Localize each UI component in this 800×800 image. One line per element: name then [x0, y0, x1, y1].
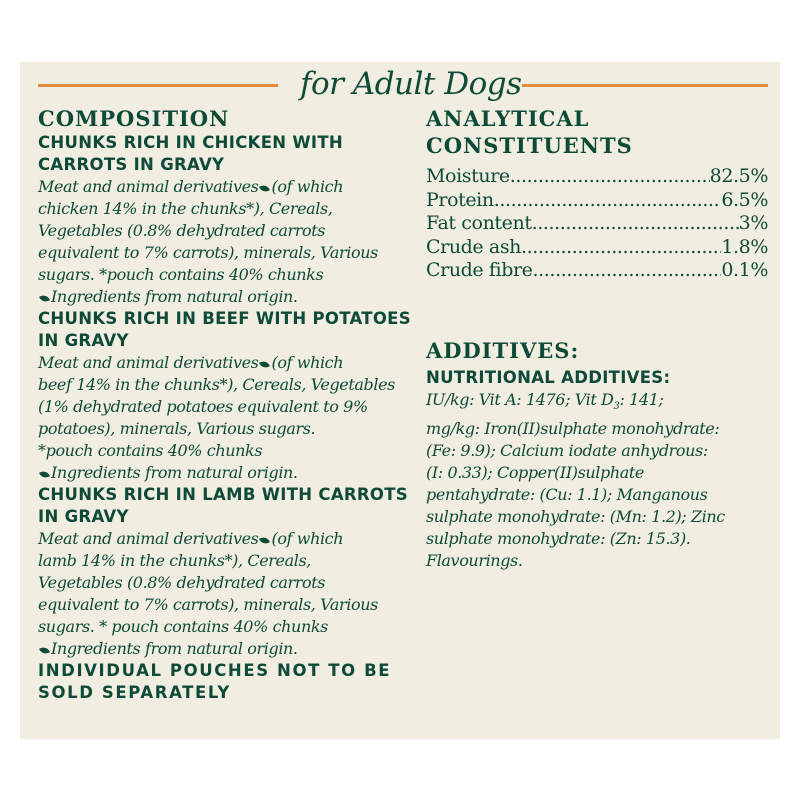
- constituent-label: Crude fibre: [426, 259, 533, 281]
- analytical-heading-line: CONSTITUENTS: [426, 133, 633, 158]
- dot-leader: [510, 165, 710, 189]
- product-block: CHUNKS RICH IN BEEF WITH POTATOES IN GRAV…: [38, 308, 411, 484]
- ingredients-line: lamb 14% in the chunks*), Cereals,: [38, 551, 311, 570]
- ingredients-line: potatoes), minerals, Various sugars.: [38, 419, 316, 438]
- ingredients-line: equivalent to 7% carrots), minerals, Var…: [38, 243, 378, 262]
- leaf-icon: [259, 535, 271, 546]
- dot-leader: [532, 212, 739, 236]
- dot-leader: [494, 189, 722, 213]
- constituent-row: Crude ash 1.8%: [426, 236, 768, 260]
- leaf-icon: [259, 359, 271, 370]
- ingredients-line: sugars. *pouch contains 40% chunks: [38, 265, 324, 284]
- constituent-label: Crude ash: [426, 235, 522, 258]
- leaf-icon: [39, 645, 50, 656]
- ingredients-line: Meat and animal derivatives (of which: [38, 528, 411, 550]
- product-title-line: CHUNKS RICH IN LAMB WITH CARROTS: [38, 485, 408, 504]
- nutritional-additives-heading: NUTRITIONAL ADDITIVES:: [426, 368, 671, 387]
- constituent-row: Protein 6.5%: [426, 189, 768, 213]
- constituent-value: 6.5%: [721, 188, 768, 211]
- notice-line: INDIVIDUAL POUCHES NOT TO BE: [38, 661, 392, 680]
- additives-line: IU/kg: Vit A: 1476; Vit D3: 141;: [426, 389, 725, 418]
- product-block: CHUNKS RICH IN LAMB WITH CARROTS IN GRAVY…: [38, 484, 411, 660]
- product-title-line: IN GRAVY: [38, 507, 129, 526]
- additives-heading: ADDITIVES:: [426, 338, 580, 363]
- constituent-label: Protein: [426, 188, 494, 211]
- constituent-value: 3%: [738, 212, 769, 234]
- additives-section: ADDITIVES: NUTRITIONAL ADDITIVES: IU/kg:…: [426, 337, 725, 572]
- dot-leader: [521, 236, 721, 260]
- constituent-row: Fat content 3%: [426, 212, 768, 236]
- divider-left: [38, 84, 278, 87]
- divider-right: [522, 84, 768, 87]
- constituent-value: 82.5%: [709, 165, 769, 187]
- ingredients-line: chicken 14% in the chunks*), Cereals,: [38, 199, 333, 218]
- product-title-line: CHUNKS RICH IN CHICKEN WITH: [38, 133, 344, 152]
- composition-section: COMPOSITION CHUNKS RICH IN CHICKEN WITH C…: [38, 105, 411, 704]
- additives-line: mg/kg: Iron(II)sulphate monohydrate:: [426, 419, 720, 439]
- composition-heading: COMPOSITION: [38, 106, 230, 131]
- text: IU/kg: Vit A: 1476; Vit D: [426, 390, 614, 409]
- ingredients-line: equivalent to 7% carrots), minerals, Var…: [38, 595, 378, 614]
- additives-line: sulphate monohydrate: (Zn: 15.3).: [426, 529, 691, 549]
- natural-origin-note: Ingredients from natural origin.: [38, 638, 411, 660]
- product-title-line: CARROTS IN GRAVY: [38, 155, 225, 174]
- additives-line: (I: 0.33); Copper(II)sulphate: [426, 463, 645, 483]
- analytical-heading-line: ANALYTICAL: [426, 106, 590, 131]
- leaf-icon: [259, 183, 271, 194]
- text: Ingredients from natural origin.: [51, 463, 298, 482]
- text: Ingredients from natural origin.: [51, 287, 298, 306]
- ingredients-line: (1% dehydrated potatoes equivalent to 9%: [38, 397, 368, 416]
- ingredients-line: Vegetables (0.8% dehydrated carrots: [38, 221, 326, 240]
- constituent-value: 0.1%: [721, 259, 768, 281]
- text: Meat and animal derivatives: [38, 529, 259, 548]
- constituent-row: Crude fibre 0.1%: [426, 259, 768, 283]
- ingredients-line: *pouch contains 40% chunks: [38, 441, 263, 460]
- additives-line: pentahydrate: (Cu: 1.1); Manganous: [426, 485, 708, 505]
- natural-origin-note: Ingredients from natural origin.: [38, 286, 411, 308]
- text: Ingredients from natural origin.: [51, 639, 298, 658]
- text: (of which: [271, 353, 344, 372]
- text: : 141;: [619, 390, 664, 409]
- additives-line: (Fe: 9.9); Calcium iodate anhydrous:: [426, 441, 708, 461]
- subscript: 3: [613, 401, 620, 413]
- ingredients-line: Vegetables (0.8% dehydrated carrots: [38, 573, 326, 592]
- constituent-value: 1.8%: [721, 235, 768, 258]
- text: Meat and animal derivatives: [38, 177, 259, 196]
- pouches-notice: INDIVIDUAL POUCHES NOT TO BE SOLD SEPARA…: [38, 660, 411, 704]
- product-title-line: IN GRAVY: [38, 331, 129, 350]
- notice-line: SOLD SEPARATELY: [38, 683, 231, 702]
- natural-origin-note: Ingredients from natural origin.: [38, 462, 411, 484]
- product-block: CHUNKS RICH IN CHICKEN WITH CARROTS IN GR…: [38, 132, 411, 308]
- ingredients-line: beef 14% in the chunks*), Cereals, Veget…: [38, 375, 395, 394]
- ingredients-line: Meat and animal derivatives (of which: [38, 352, 411, 374]
- constituent-row: Moisture 82.5%: [426, 165, 768, 189]
- constituent-label: Moisture: [426, 165, 510, 187]
- constituent-label: Fat content: [426, 212, 532, 234]
- page-title: for Adult Dogs: [300, 66, 522, 102]
- ingredients-line: Meat and animal derivatives (of which: [38, 176, 411, 198]
- additives-line: sulphate monohydrate: (Mn: 1.2); Zinc: [426, 507, 725, 527]
- dot-leader: [533, 259, 722, 283]
- leaf-icon: [39, 469, 50, 480]
- ingredients-line: sugars. * pouch contains 40% chunks: [38, 617, 328, 636]
- text: Meat and animal derivatives: [38, 353, 259, 372]
- additives-line: Flavourings.: [426, 551, 523, 571]
- text: (of which: [271, 177, 344, 196]
- leaf-icon: [39, 293, 50, 304]
- text: (of which: [271, 529, 344, 548]
- analytical-section: ANALYTICAL CONSTITUENTS Moisture82.5%Pro…: [426, 105, 768, 283]
- product-title-line: CHUNKS RICH IN BEEF WITH POTATOES: [38, 309, 411, 328]
